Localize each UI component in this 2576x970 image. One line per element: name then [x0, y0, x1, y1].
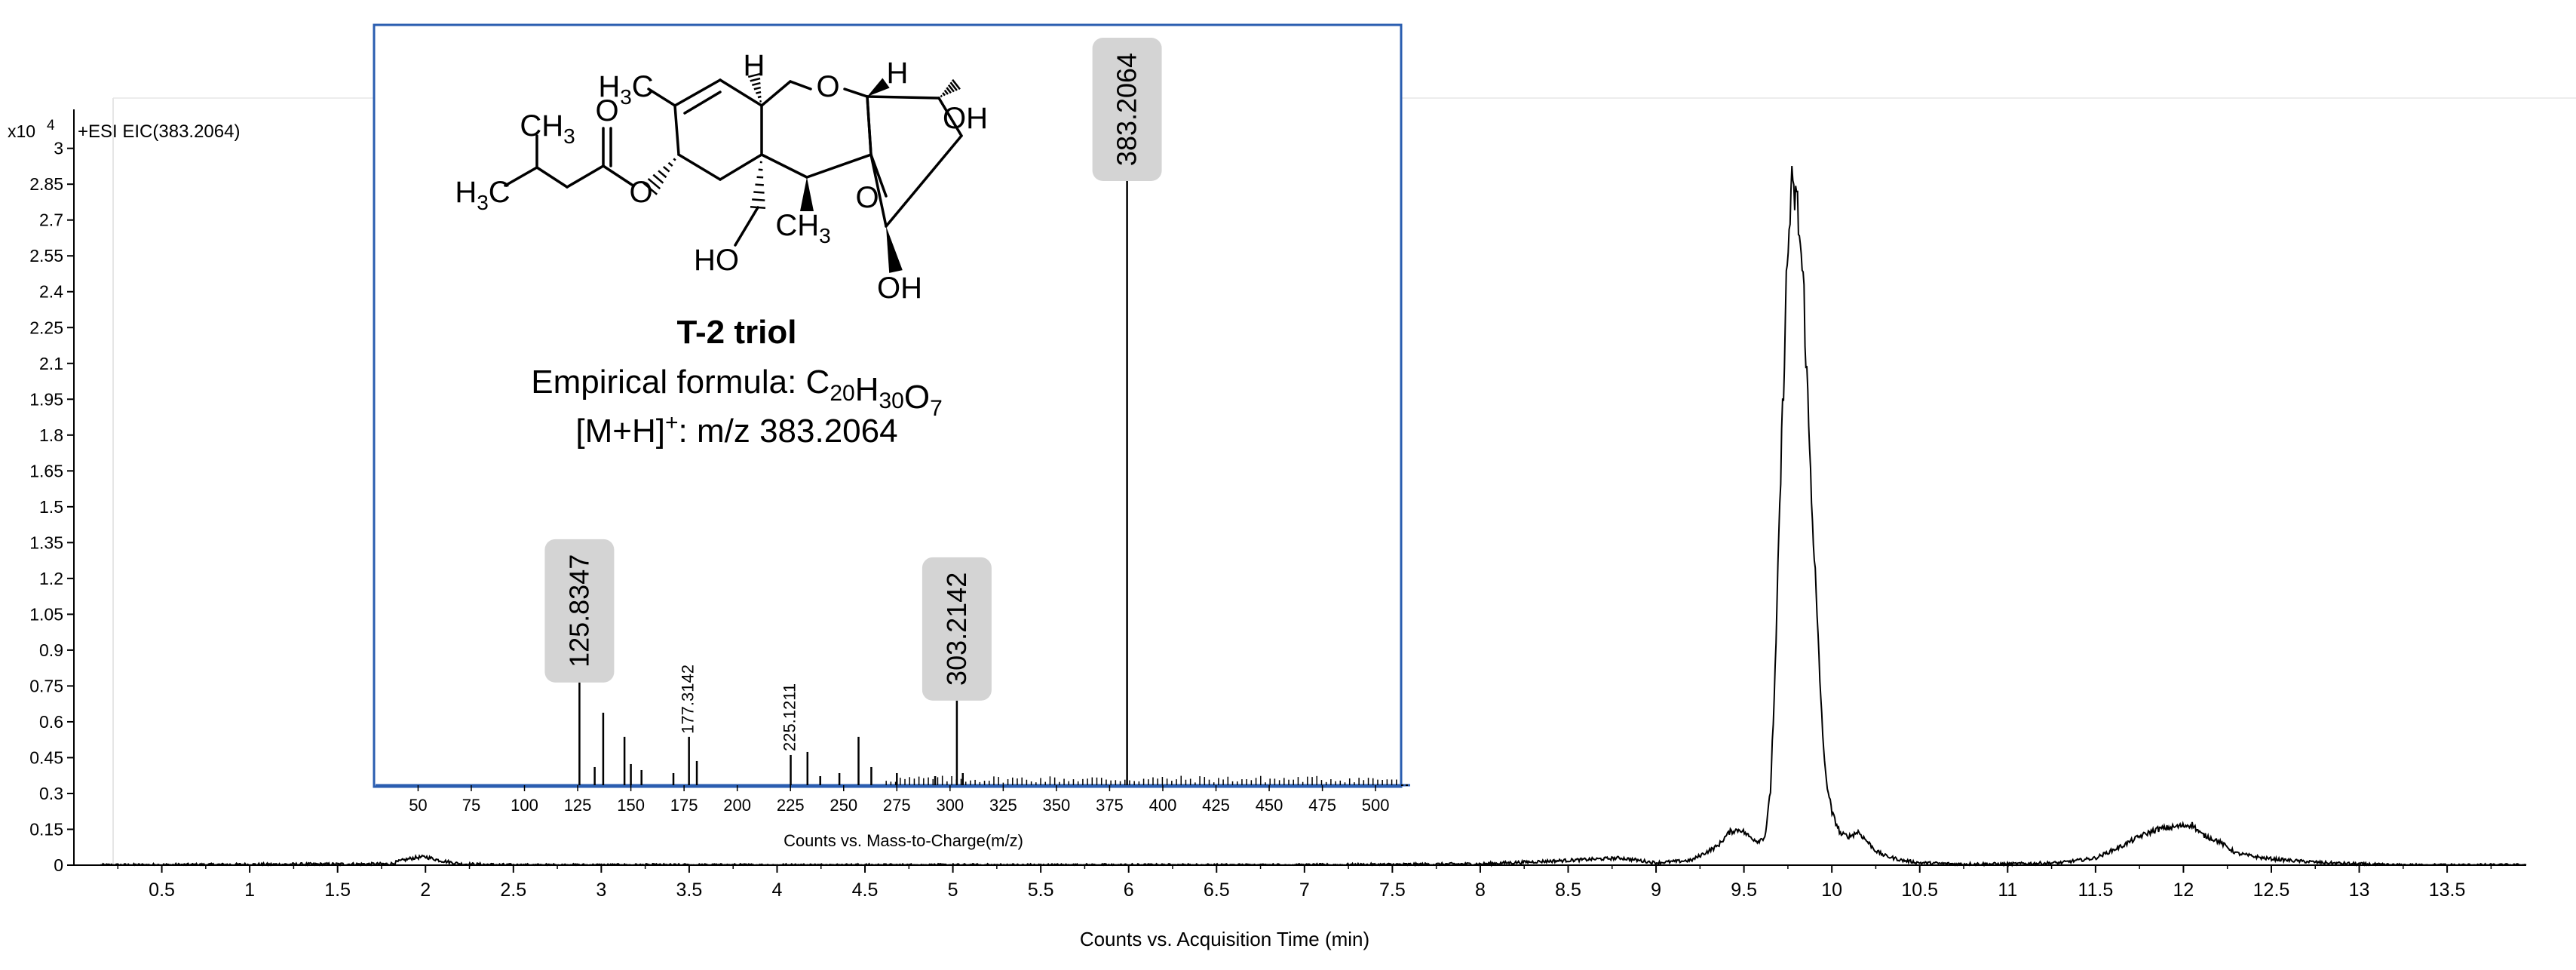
x-tick-label: 10.5	[1901, 879, 1938, 901]
ms-peak-label: 225.1211	[780, 683, 799, 751]
y-tick-label: 2.25	[29, 318, 63, 337]
atom-label-o-epoxide: O	[855, 181, 879, 214]
x-tick-label: 4.5	[852, 879, 879, 901]
x-tick-label: 12.5	[2253, 879, 2290, 901]
ester-hash-bond	[673, 158, 676, 160]
ring-bond	[867, 97, 939, 98]
x-tick-label: 11.5	[2078, 879, 2113, 901]
y-tick-label: 2.85	[29, 174, 63, 194]
atom-label-o-ester: O	[629, 176, 652, 209]
oh-hash-bond	[941, 96, 942, 97]
y-tick-label: 1.35	[29, 533, 63, 552]
y-tick-label: 2.55	[29, 246, 63, 266]
y-tick-label: 2.1	[39, 354, 63, 373]
y-tick-label: 0.75	[29, 676, 63, 695]
x-tick-label: 1.5	[324, 879, 351, 901]
ms-x-tick-label: 175	[670, 796, 698, 815]
x-tick-label: 12	[2173, 879, 2194, 901]
ms-x-tick-label: 150	[617, 796, 645, 815]
ms-x-tick-label: 250	[830, 796, 857, 815]
y-tick-label: 0.3	[39, 784, 63, 803]
ch2-hash-bond	[755, 185, 763, 186]
x-tick-label: 6.5	[1204, 879, 1230, 901]
ms-x-tick-label: 400	[1149, 796, 1177, 815]
ms-x-tick-label: 500	[1362, 796, 1390, 815]
ch2-hash-bond	[752, 199, 765, 200]
x-tick-label: 8.5	[1555, 879, 1581, 901]
y-tick-label: 0.45	[29, 747, 63, 767]
x-tick-label: 4	[772, 879, 783, 901]
x-tick-label: 1	[244, 879, 255, 901]
y-tick-label: 1.8	[39, 425, 63, 445]
x-tick-label: 5.5	[1028, 879, 1054, 901]
ms-x-tick-label: 75	[462, 796, 480, 815]
ms-peak-label: 177.3142	[679, 665, 698, 734]
y-tick-label: 1.2	[39, 569, 63, 588]
ms-peak-label: 303.2142	[941, 572, 972, 686]
x-tick-label: 7.5	[1379, 879, 1406, 901]
x-tick-label: 3	[596, 879, 606, 901]
ms-x-tick-label: 100	[511, 796, 538, 815]
atom-label-o-ring: O	[816, 70, 839, 103]
ms-x-tick-label: 275	[883, 796, 911, 815]
ms-x-tick-label: 375	[1096, 796, 1124, 815]
ms-x-tick-label: 425	[1202, 796, 1230, 815]
y-tick-label: 0	[54, 855, 63, 875]
y-tick-label: 1.95	[29, 389, 63, 409]
y-tick-label: 2.4	[39, 282, 63, 302]
ms-peak-label: 125.8347	[563, 554, 594, 668]
y-exponent-label: x10	[8, 121, 35, 141]
x-tick-label: 7	[1299, 879, 1310, 901]
y-tick-label: 0.15	[29, 819, 63, 839]
ms-x-tick-label: 200	[723, 796, 751, 815]
atom-label-oh-right: OH	[943, 102, 988, 135]
ms-peak-label: 383.2064	[1112, 53, 1142, 166]
atom-label-o-carbonyl: O	[595, 94, 618, 127]
ion-mz: [M+H]+: m/z 383.2064	[575, 410, 897, 450]
x-tick-label: 11	[1998, 879, 2017, 901]
x-tick-label: 5	[948, 879, 958, 901]
y-tick-label: 1.65	[29, 461, 63, 480]
h-hash-bond	[759, 101, 761, 102]
x-tick-label: 13	[2349, 879, 2370, 901]
x-tick-label: 9.5	[1731, 879, 1757, 901]
x-axis-label: Counts vs. Acquisition Time (min)	[1080, 928, 1369, 950]
x-tick-label: 10	[1821, 879, 1842, 901]
ms-x-tick-label: 300	[936, 796, 964, 815]
ms-x-axis-label: Counts vs. Mass-to-Charge(m/z)	[784, 831, 1023, 850]
atom-label-ho-bottom: HO	[694, 244, 739, 277]
x-tick-label: 8	[1475, 879, 1486, 901]
ms-x-tick-label: 325	[989, 796, 1017, 815]
x-tick-label: 2.5	[500, 879, 526, 901]
ms-x-tick-label: 350	[1043, 796, 1071, 815]
y-tick-label: 0.9	[39, 640, 63, 660]
x-tick-label: 9	[1651, 879, 1661, 901]
ms-x-tick-label: 225	[777, 796, 805, 815]
y-tick-label: 2.7	[39, 210, 63, 230]
x-tick-label: 3.5	[676, 879, 703, 901]
atom-label-oh-bottom: OH	[877, 272, 922, 305]
y-tick-label: 1.5	[39, 497, 63, 517]
chart-title: +ESI EIC(383.2064)	[78, 121, 240, 142]
ch2-hash-bond	[757, 177, 764, 178]
y-exponent: 4	[47, 118, 55, 134]
ms-x-tick-label: 475	[1308, 796, 1336, 815]
compound-name: T-2 triol	[677, 314, 797, 351]
ms-x-tick-label: 50	[409, 796, 427, 815]
atom-label-h-top-left: H	[744, 49, 765, 82]
y-tick-label: 0.6	[39, 712, 63, 732]
x-tick-label: 2	[420, 879, 431, 901]
x-tick-label: 6	[1124, 879, 1134, 901]
y-tick-label: 3	[54, 139, 63, 158]
ms-x-tick-label: 125	[564, 796, 592, 815]
x-tick-label: 0.5	[149, 879, 175, 901]
y-tick-label: 1.05	[29, 604, 63, 624]
h-hash-bond	[756, 92, 761, 94]
atom-label-h-top-right: H	[887, 57, 909, 90]
x-tick-label: 13.5	[2429, 879, 2466, 901]
ms-x-tick-label: 450	[1256, 796, 1283, 815]
